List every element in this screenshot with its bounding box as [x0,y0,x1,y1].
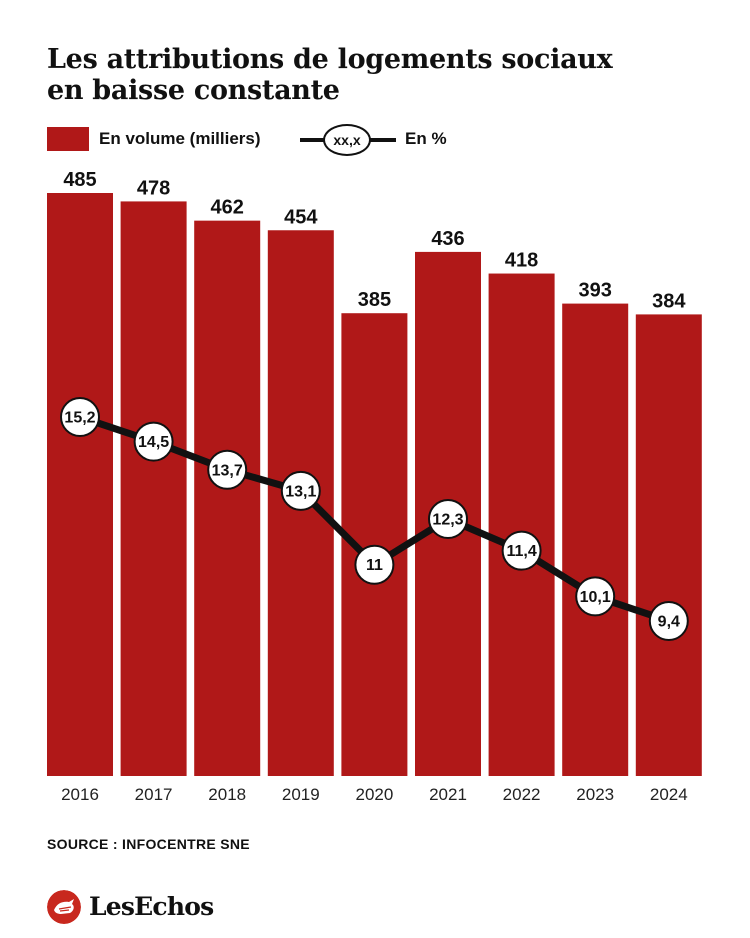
x-tick-label-2016: 2016 [61,785,99,804]
percent-label-2017: 14,5 [138,434,169,451]
les-echos-rooster-icon [47,890,81,924]
x-tick-label-2023: 2023 [576,785,614,804]
percent-label-2022: 11,4 [506,543,536,560]
bar-2023 [562,303,629,776]
chart-title-line-2: en baisse constante [47,75,340,106]
bar-2017 [120,201,187,776]
x-tick-label-2024: 2024 [650,785,688,804]
percent-label-2020: 11 [366,557,383,574]
bar-2018 [194,220,261,777]
x-tick-label-2018: 2018 [208,785,246,804]
bar-value-label-2023: 393 [579,280,612,302]
bar-value-label-2024: 384 [652,290,686,312]
bar-value-label-2022: 418 [505,250,538,272]
bar-2016 [47,193,113,776]
percent-label-2019: 13,1 [285,483,316,500]
x-tick-label-2021: 2021 [429,785,467,804]
percent-marker-2023 [575,576,616,617]
x-tick-label-2017: 2017 [135,785,173,804]
percent-marker-2022 [501,530,542,571]
chart-source: SOURCE : INFOCENTRE SNE [47,836,250,852]
legend-bar-swatch [47,127,89,151]
bar-value-label-2016: 485 [63,169,96,191]
percent-marker-2019 [280,470,321,511]
bar-2022 [488,273,555,776]
bar-value-label-2018: 462 [211,197,244,219]
bar-2024 [635,314,702,776]
legend-line-label: En % [405,129,447,148]
bar-value-label-2019: 454 [284,206,318,228]
legend-bar-label: En volume (milliers) [99,129,261,148]
percent-marker-2017 [133,421,174,462]
percent-marker-2020 [354,544,395,585]
bar-value-label-2017: 478 [137,177,170,199]
chart-title-line-1: Les attributions de logements sociaux [47,44,613,75]
chart-legend: En volume (milliers) xx,x En % [47,124,507,156]
percent-marker-2024 [648,601,689,641]
percent-label-2016: 15,2 [64,410,95,427]
percent-marker-2016 [60,397,100,437]
percent-marker-2021 [428,499,468,539]
percent-label-2021: 12,3 [432,512,463,529]
x-tick-label-2020: 2020 [355,785,393,804]
percent-marker-2018 [207,449,248,490]
logo-text: LesEchos [89,892,214,921]
percent-label-2024: 9,4 [658,614,680,631]
bar-value-label-2020: 385 [358,289,391,311]
legend-line-marker: xx,x [323,124,371,156]
bar-value-label-2021: 436 [431,228,464,250]
x-tick-label-2019: 2019 [282,785,320,804]
x-tick-label-2022: 2022 [503,785,541,804]
percent-label-2018: 13,7 [212,462,243,479]
chart-title: Les attributions de logements sociaux en… [47,44,707,106]
percent-label-2023: 10,1 [580,589,611,606]
publisher-logo: LesEchos [47,890,307,926]
